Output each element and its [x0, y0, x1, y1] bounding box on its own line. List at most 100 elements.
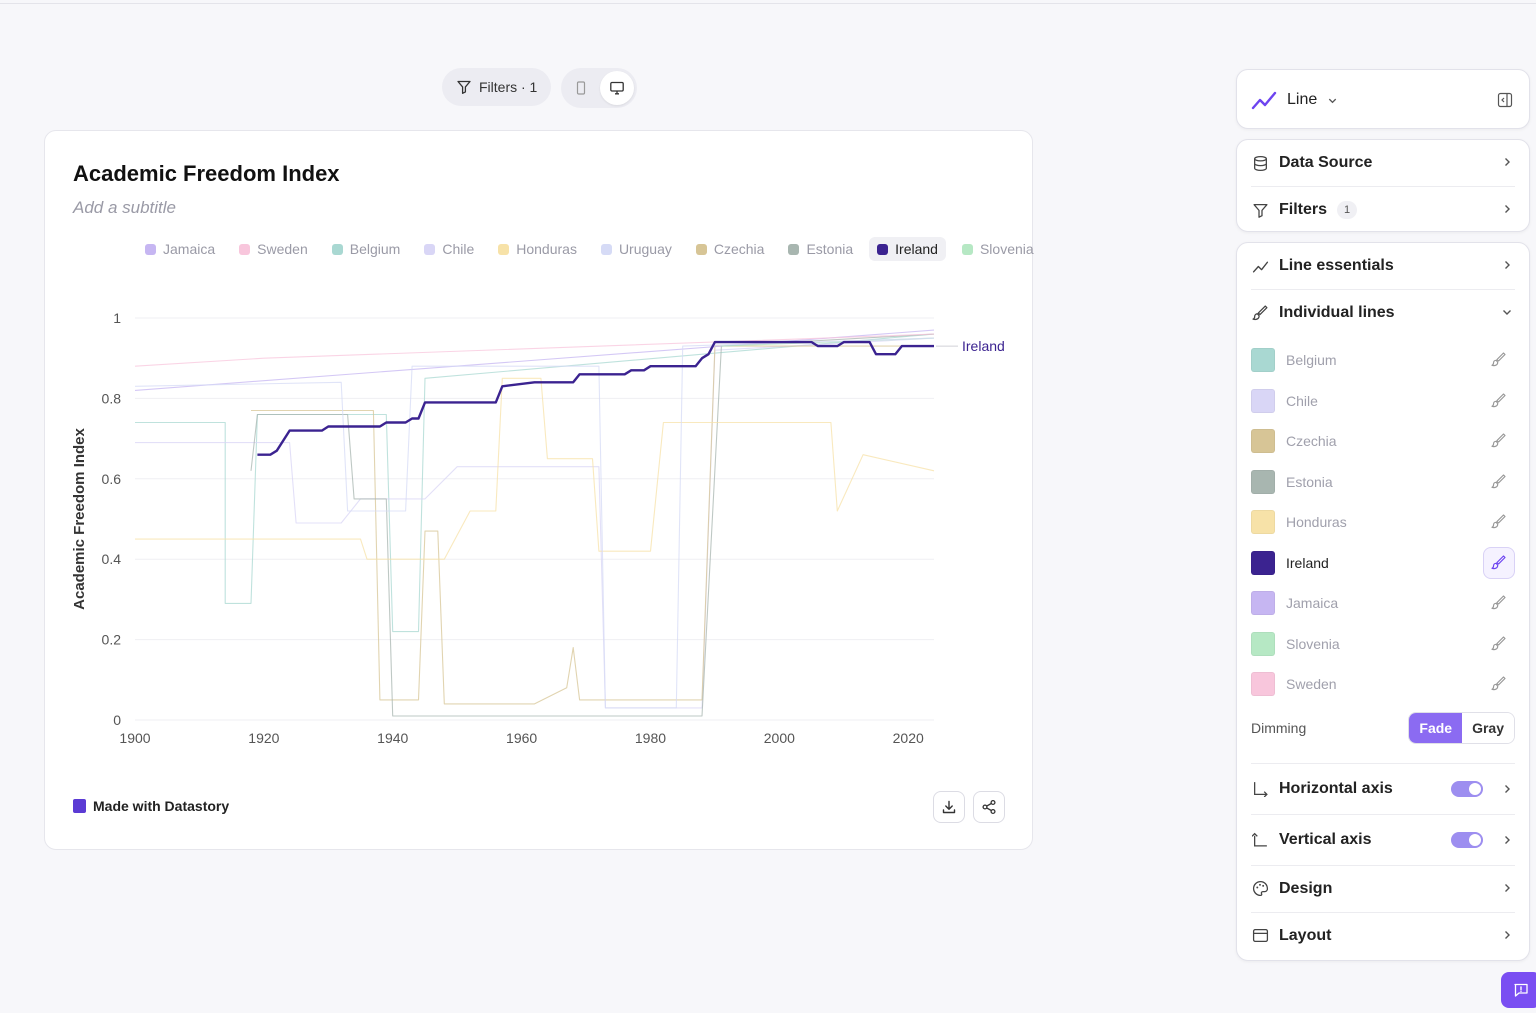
- highlight-brush-icon[interactable]: [1483, 385, 1515, 417]
- dimming-fade-option[interactable]: Fade: [1409, 712, 1463, 743]
- legend-item-belgium[interactable]: Belgium: [324, 237, 409, 261]
- individual-line-slovenia[interactable]: Slovenia: [1237, 624, 1529, 665]
- download-icon: [942, 800, 956, 814]
- legend-item-ireland[interactable]: Ireland: [869, 237, 946, 261]
- divider: [1251, 762, 1515, 764]
- series-line-honduras: [135, 377, 935, 560]
- dimming-gray-option[interactable]: Gray: [1462, 712, 1514, 743]
- layout-row[interactable]: Layout: [1237, 913, 1529, 959]
- individual-line-belgium[interactable]: Belgium: [1237, 340, 1529, 381]
- chevron-right-icon: [1505, 158, 1510, 166]
- highlight-brush-icon[interactable]: [1483, 506, 1515, 538]
- line-name-label: Chile: [1286, 392, 1318, 409]
- legend-item-czechia[interactable]: Czechia: [688, 237, 773, 261]
- line-essentials-label: Line essentials: [1279, 257, 1394, 274]
- filters-button[interactable]: Filters · 1: [442, 68, 552, 106]
- desktop-icon: [610, 81, 625, 95]
- x-tick-label: 2000: [764, 730, 795, 746]
- individual-line-chile[interactable]: Chile: [1237, 381, 1529, 422]
- chevron-right-icon: [1505, 784, 1510, 793]
- horizontal-axis-toggle[interactable]: [1451, 780, 1483, 797]
- individual-line-ireland[interactable]: Ireland: [1237, 543, 1529, 584]
- chevron-right-icon: [1505, 205, 1510, 213]
- legend-item-slovenia[interactable]: Slovenia: [954, 237, 1042, 261]
- legend-item-chile[interactable]: Chile: [416, 237, 482, 261]
- design-row[interactable]: Design: [1237, 866, 1529, 912]
- highlight-brush-icon[interactable]: [1483, 587, 1515, 619]
- highlight-brush-icon[interactable]: [1483, 425, 1515, 457]
- legend-swatch: [600, 243, 612, 255]
- line-color-swatch[interactable]: [1251, 631, 1275, 656]
- chart-title[interactable]: Academic Freedom Index: [73, 161, 340, 186]
- mobile-view-button[interactable]: [564, 71, 598, 105]
- chevron-down-icon: [1503, 310, 1511, 315]
- feedback-button[interactable]: [1501, 972, 1536, 1008]
- legend-swatch: [788, 243, 800, 255]
- line-color-swatch[interactable]: [1251, 469, 1275, 494]
- legend-label: Jamaica: [163, 241, 216, 257]
- highlight-brush-icon[interactable]: [1483, 628, 1515, 660]
- line-color-swatch[interactable]: [1251, 348, 1275, 373]
- legend-swatch: [239, 243, 251, 255]
- mobile-icon: [577, 81, 586, 95]
- download-button[interactable]: [933, 791, 965, 823]
- highlight-brush-icon[interactable]: [1483, 466, 1515, 498]
- legend-item-honduras[interactable]: Honduras: [490, 237, 585, 261]
- divider: [1251, 186, 1515, 187]
- line-color-swatch[interactable]: [1251, 550, 1275, 575]
- legend-item-sweden[interactable]: Sweden: [231, 237, 316, 261]
- highlight-brush-icon[interactable]: [1483, 344, 1515, 376]
- chart-toolbar: Filters · 1: [442, 68, 638, 108]
- highlight-series-label: Ireland: [962, 338, 1005, 354]
- legend-item-uruguay[interactable]: Uruguay: [593, 237, 680, 261]
- line-essentials-row[interactable]: Line essentials: [1237, 243, 1529, 289]
- line-color-swatch[interactable]: [1251, 672, 1275, 697]
- filters-row[interactable]: Filters 1: [1237, 187, 1529, 233]
- legend-item-estonia[interactable]: Estonia: [780, 237, 861, 261]
- made-with-datastory[interactable]: Made with Datastory: [73, 798, 229, 814]
- line-name-label: Slovenia: [1286, 635, 1340, 652]
- individual-line-sweden[interactable]: Sweden: [1237, 664, 1529, 705]
- line-color-swatch[interactable]: [1251, 510, 1275, 535]
- desktop-view-button[interactable]: [600, 71, 635, 105]
- legend-swatch: [695, 243, 707, 255]
- legend-label: Uruguay: [618, 241, 672, 257]
- line-chart-icon: [1251, 87, 1277, 113]
- vertical-axis-toggle[interactable]: [1451, 831, 1483, 848]
- chart-type-panel: Line: [1236, 69, 1530, 129]
- legend-label: Slovenia: [979, 241, 1034, 257]
- collapse-panel-icon[interactable]: [1497, 92, 1513, 108]
- y-tick-label: 0.2: [102, 632, 122, 648]
- individual-lines-row[interactable]: Individual lines: [1237, 290, 1529, 336]
- line-color-swatch[interactable]: [1251, 591, 1275, 616]
- horizontal-axis-label: Horizontal axis: [1279, 779, 1393, 797]
- highlight-brush-icon[interactable]: [1483, 668, 1515, 700]
- individual-line-honduras[interactable]: Honduras: [1237, 502, 1529, 543]
- divider: [1251, 864, 1515, 866]
- share-button[interactable]: [973, 791, 1005, 823]
- individual-line-estonia[interactable]: Estonia: [1237, 462, 1529, 503]
- individual-line-czechia[interactable]: Czechia: [1237, 421, 1529, 462]
- filter-icon: [457, 80, 471, 94]
- highlight-brush-icon[interactable]: [1483, 546, 1515, 579]
- x-tick-label: 1940: [377, 730, 408, 746]
- chart-legend: Jamaica Sweden Belgium Chile Honduras Uruguay…: [137, 237, 1042, 261]
- data-source-row[interactable]: Data Source: [1237, 140, 1529, 186]
- legend-item-jamaica[interactable]: Jamaica: [137, 237, 223, 261]
- vertical-axis-row[interactable]: Vertical axis: [1237, 815, 1529, 865]
- line-name-label: Jamaica: [1286, 595, 1339, 612]
- line-color-swatch[interactable]: [1251, 388, 1275, 413]
- divider: [1251, 911, 1515, 913]
- made-with-label: Made with Datastory: [93, 798, 230, 814]
- brush-icon: [1251, 304, 1269, 322]
- horizontal-axis-row[interactable]: Horizontal axis: [1237, 764, 1529, 814]
- line-color-swatch[interactable]: [1251, 429, 1275, 454]
- chart-subtitle[interactable]: Add a subtitle: [73, 198, 177, 217]
- line-chart: 0 0.2 0.4 0.6 0.8 1 1900 1920 1940 1960 1980 2000 20…: [71, 310, 1005, 746]
- chart-type-selector[interactable]: Line: [1237, 70, 1529, 130]
- legend-swatch: [145, 243, 156, 255]
- vertical-axis-icon: [1251, 831, 1269, 849]
- y-axis-label: Academic Freedom Index: [71, 427, 88, 609]
- individual-line-jamaica[interactable]: Jamaica: [1237, 583, 1529, 624]
- line-trend-icon: [1251, 257, 1269, 275]
